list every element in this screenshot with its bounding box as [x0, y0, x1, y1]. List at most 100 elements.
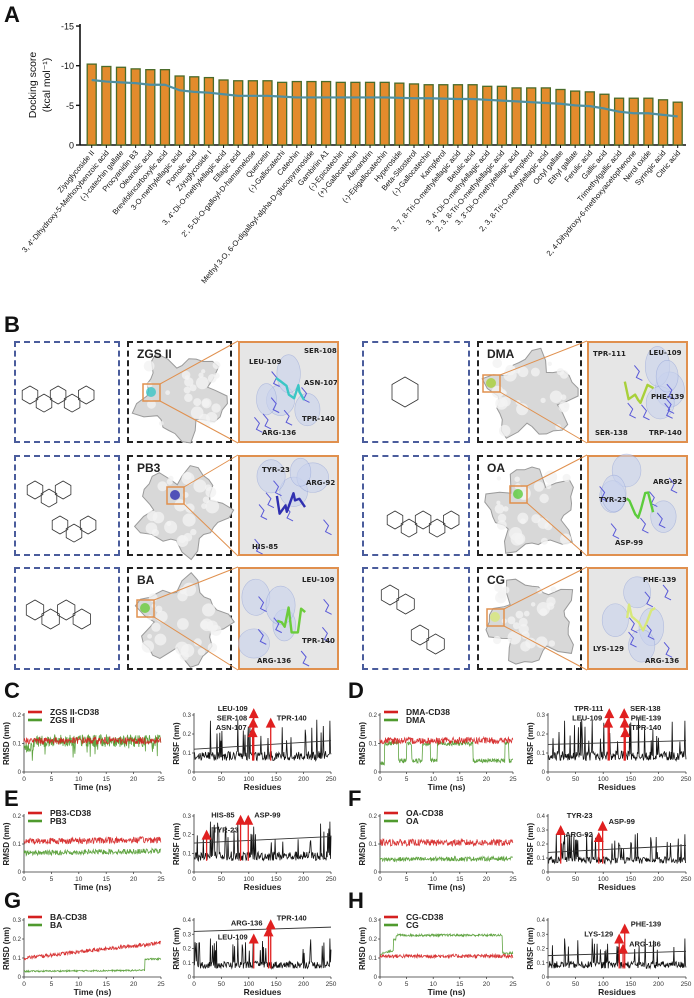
x-tick-label: 250 [681, 876, 692, 883]
bar [570, 90, 581, 146]
residue-label: LEU-109 [649, 349, 682, 357]
x-tick-label: 0 [546, 981, 550, 988]
bar [643, 97, 654, 146]
residue-highlight-arrow [248, 717, 259, 728]
bar [320, 80, 332, 146]
panel-label-c: C [4, 678, 20, 703]
protein-box-oa: OA [477, 455, 582, 556]
bar [555, 88, 566, 146]
residue-label: SER-108 [304, 347, 337, 355]
bar [482, 85, 493, 146]
panel-label-d: D [348, 678, 364, 703]
x-tick-label: 10 [75, 981, 83, 988]
y-tick-label: 0.2 [13, 713, 22, 719]
x-tick-label: 100 [243, 981, 254, 988]
bar [438, 84, 449, 146]
x-tick-label: 150 [271, 981, 282, 988]
x-tick-label: 200 [653, 876, 664, 883]
bar [452, 84, 464, 146]
y-tick-label: 0.3 [13, 918, 22, 924]
binding-site-zoom-zgs2: LEU-109 SER-108 ASN-107 TPR-140 ARG-136 [238, 341, 339, 443]
y-axis-title: RMSF (nm) [526, 722, 535, 765]
residue-highlight-arrow [265, 919, 276, 930]
protein-box-zgs2: ZGS II [127, 341, 232, 443]
residue-highlight-arrow [619, 717, 630, 728]
bar [101, 65, 112, 146]
residue-label: TYR-23 [567, 811, 593, 820]
y-tick-label: 0.1 [13, 956, 22, 962]
y-tick-label: 0.1 [369, 742, 378, 748]
x-tick-label: 250 [681, 981, 692, 988]
bar [628, 97, 639, 146]
residue-label: TPR-111 [574, 704, 603, 713]
rmsf-plot-g: 0 50 100 150 200 250 0 0.1 0.2 0.3 0.4 Residues RMSF… [172, 913, 337, 997]
residue-label: PHE-139 [651, 393, 685, 401]
y-tick-label: 0.4 [183, 918, 192, 924]
y-tick-label: 0.3 [183, 814, 192, 820]
residue-label: PHE-139 [631, 714, 661, 723]
rmsf-plot-e: 0 50 100 150 200 250 0 0.1 0.2 0.3 Residues RMSF (n… [172, 811, 337, 892]
x-tick-label: 5 [405, 776, 409, 783]
residue-label: ARG-136 [231, 918, 263, 927]
y-tick-label: 0.1 [13, 842, 22, 848]
x-tick-label: 10 [430, 876, 438, 883]
x-tick-label: 5 [405, 981, 409, 988]
y-tick-label: 0 [542, 975, 546, 981]
x-tick-label: 3, 4'-Dihydroxy-5-Methoxybenzoic acid [20, 149, 111, 255]
residue-label: ASP-99 [609, 817, 635, 826]
x-axis-title: Time (ns) [74, 782, 112, 792]
rmsd-plot-h: 0 5 10 15 20 25 0 0.1 0.2 0.3 Time (ns) RMSD (nm) CG… [358, 912, 517, 997]
residue-label: ASP-99 [254, 811, 280, 820]
x-tick-label: 25 [157, 981, 165, 988]
bar [599, 93, 610, 146]
x-tick-label: 25 [157, 876, 165, 883]
y-tick-label: 0.2 [537, 842, 546, 848]
x-tick-label: 200 [298, 876, 309, 883]
rmsf-series-line [194, 937, 332, 970]
legend-label: ZGS II [50, 715, 75, 725]
panel-label-f: F [348, 786, 362, 811]
x-tick-label: 20 [130, 981, 138, 988]
protein-box-cg: CG [477, 567, 582, 670]
binding-site-zoom-cg: PHE-139 LYS-129 ARG-136 [587, 567, 688, 670]
x-tick-label: 100 [243, 776, 254, 783]
bar [379, 81, 390, 146]
residue-label: ARG-136 [645, 657, 680, 665]
y-tick-label: 0.2 [183, 732, 192, 738]
bar [584, 91, 595, 146]
residue-highlight-arrow [243, 814, 254, 825]
x-axis-title: Residues [598, 882, 636, 892]
rmsd-series-line [379, 740, 514, 766]
residue-label: TPR-140 [302, 415, 335, 423]
compound-label: OA [487, 461, 505, 475]
residue-label: LEU-109 [218, 933, 248, 942]
x-tick-label: 100 [598, 776, 609, 783]
y-tick-label: 0 [18, 770, 22, 776]
x-tick-label: 150 [625, 981, 636, 988]
panel-label-g: G [4, 888, 22, 913]
x-tick-label: 25 [509, 876, 517, 883]
rmsf-trend-line [547, 950, 687, 957]
legend-label: DMA [406, 715, 425, 725]
legend-label: BA-CD38 [50, 912, 87, 922]
residue-label: LEU-109 [572, 714, 602, 723]
y-tick-label: 0.3 [537, 828, 546, 834]
x-tick-label: 15 [456, 776, 464, 783]
residue-label: PHE-139 [643, 576, 677, 584]
structure-box-ba [14, 567, 120, 670]
bar [218, 79, 229, 146]
x-tick-label: 200 [298, 776, 309, 783]
residue-highlight-arrow [555, 825, 566, 835]
bar [233, 80, 244, 146]
residue-highlight-arrow [618, 943, 629, 954]
residue-label: TYR-23 [262, 466, 290, 474]
bar [247, 80, 259, 146]
x-axis-title: Residues [244, 882, 282, 892]
x-tick-label: 100 [598, 981, 609, 988]
residue-label: ARG-136 [257, 657, 292, 665]
panel-label-h: H [348, 888, 364, 913]
structure-box-zgs2 [14, 341, 120, 443]
x-tick-label: 0 [378, 981, 382, 988]
compound-label: BA [137, 573, 155, 587]
